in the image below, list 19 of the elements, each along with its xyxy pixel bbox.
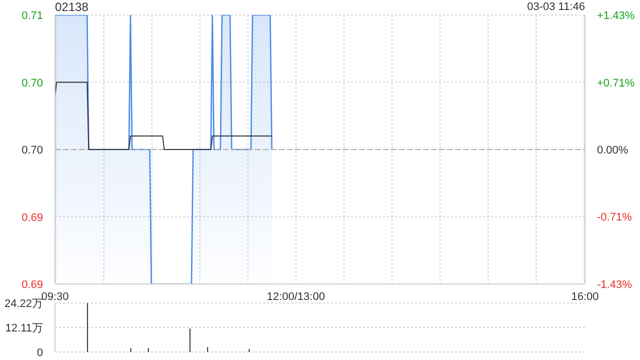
y-tick-label: 0	[36, 347, 43, 359]
x-tick-label: 12:00/13:00	[266, 290, 325, 303]
text: 03-03 11:46	[527, 0, 585, 14]
y2-tick-label: -1.43%	[597, 279, 632, 291]
y2-tick-label: 0.00%	[597, 144, 628, 156]
line-series	[54, 82, 272, 150]
y-tick-label: 12.11万	[5, 322, 43, 334]
y2-tick-label: +1.43%	[597, 10, 635, 22]
y-tick-label: 0.70	[22, 77, 43, 90]
x-tick-label: 16:00	[571, 290, 599, 303]
y-tick-label: 0.71	[22, 10, 43, 22]
y-tick-label: 24.22万	[4, 298, 43, 310]
y2-tick-label: +0.71%	[597, 78, 635, 90]
y2-tick-label: -0.71%	[597, 211, 632, 224]
y-tick-label: 0.69	[22, 212, 43, 224]
chart-title: 02138	[55, 0, 88, 14]
y-tick-label: 0.69	[22, 279, 43, 291]
y-tick-label: 0.70	[22, 144, 43, 156]
x-tick-label: 09:30	[41, 290, 69, 303]
